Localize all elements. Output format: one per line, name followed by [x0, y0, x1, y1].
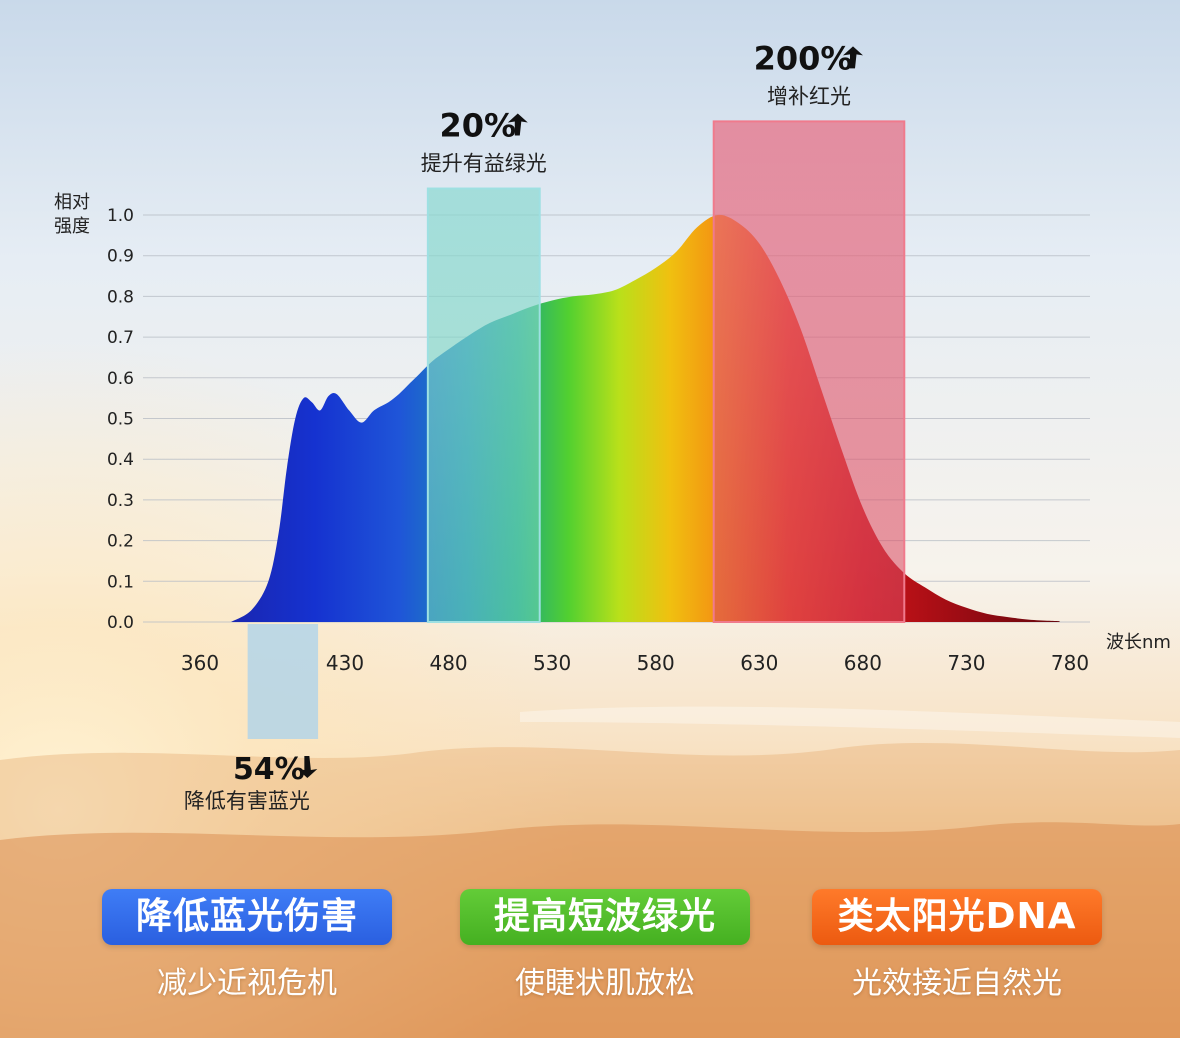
highlight-callout: 20% 提升有益绿光	[421, 107, 547, 176]
y-axis-label-line: 强度	[54, 216, 90, 237]
highlight-percent: 20%	[439, 107, 516, 145]
y-tick-label: 0.0	[107, 613, 134, 633]
y-tick-label: 1.0	[107, 206, 134, 226]
highlight-percent: 200%	[754, 39, 853, 77]
highlight-label: 提升有益绿光	[421, 152, 547, 176]
x-tick-label: 580	[637, 651, 675, 675]
y-tick-label: 0.9	[107, 247, 134, 267]
y-tick-label: 0.2	[107, 532, 134, 552]
highlight-callout: 200% 增补红光	[754, 39, 863, 108]
reduce-blue-light-badge: 降低蓝光伤害	[102, 889, 392, 945]
y-tick-label: 0.8	[107, 287, 134, 307]
highlight-label: 增补红光	[767, 84, 851, 108]
highlight-box	[712, 120, 906, 623]
x-axis-label: 波长nm	[1106, 632, 1171, 653]
sunlight-dna-badge: 类太阳光DNA	[812, 889, 1102, 945]
x-axis-tick-labels: 360 430 480 530 580 630 680 730 780	[181, 651, 1089, 675]
arrow-down-icon	[297, 756, 318, 778]
highlight-box	[426, 187, 541, 623]
y-axis-tick-labels: 0.0 0.1 0.2 0.3 0.4 0.5 0.6 0.7 0.8 0.9 1.0	[107, 206, 134, 633]
y-tick-label: 0.4	[107, 450, 134, 470]
y-axis-label-line: 相对	[54, 192, 90, 213]
arrow-up-icon	[507, 113, 528, 136]
y-tick-label: 0.3	[107, 491, 134, 511]
reduce-myopia-caption: 减少近视危机	[157, 966, 337, 1001]
highlight-label: 降低有害蓝光	[184, 789, 310, 813]
arrow-up-icon	[843, 46, 863, 69]
x-tick-label: 430	[326, 651, 364, 675]
x-tick-label: 480	[429, 651, 467, 675]
y-tick-label: 0.5	[107, 410, 134, 430]
y-tick-label: 0.6	[107, 369, 134, 389]
y-tick-label: 0.1	[107, 572, 134, 592]
x-tick-label: 630	[740, 651, 778, 675]
highlight-box	[247, 624, 319, 739]
x-tick-label: 360	[181, 651, 219, 675]
highlight-callout: 54%降低有害蓝光	[184, 752, 318, 813]
mist-band	[520, 706, 1180, 738]
boost-green-light-badge: 提高短波绿光	[460, 889, 750, 945]
ciliary-relax-caption: 使睫状肌放松	[515, 966, 695, 1001]
x-tick-label: 730	[947, 651, 985, 675]
natural-light-caption: 光效接近自然光	[852, 966, 1062, 1001]
highlight-callouts: 20% 提升有益绿光 200% 增补红光 54%降低有害蓝光	[184, 39, 863, 813]
x-tick-label: 680	[844, 651, 882, 675]
y-tick-label: 0.7	[107, 328, 134, 348]
highlight-boxes-over	[426, 120, 906, 623]
x-tick-label: 780	[1051, 651, 1089, 675]
highlight-boxes-under	[247, 624, 319, 739]
x-tick-label: 530	[533, 651, 571, 675]
highlight-percent: 54%	[233, 752, 305, 787]
